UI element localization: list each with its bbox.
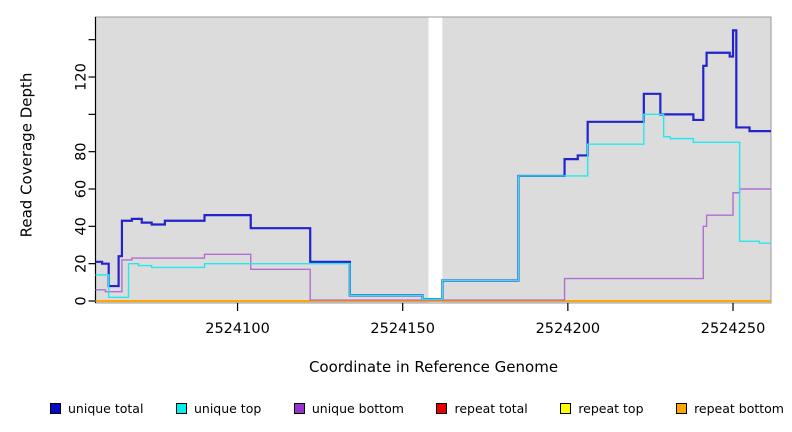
legend-item-repeat-top: repeat top xyxy=(560,401,644,416)
legend-label: unique top xyxy=(193,401,262,416)
y-tick-label: 20 xyxy=(74,254,90,272)
x-tick-label: 2524150 xyxy=(370,321,435,337)
x-tick-label: 2524100 xyxy=(205,321,270,337)
x-tick-label: 2524200 xyxy=(536,321,601,337)
coverage-gap-band xyxy=(428,17,443,303)
legend-item-unique-top: unique top xyxy=(175,401,262,416)
legend-label: unique total xyxy=(68,401,144,416)
legend-label: repeat bottom xyxy=(694,401,784,416)
legend-swatch-unique-bottom xyxy=(293,403,305,414)
legend: unique total unique top unique bottom repea… xyxy=(50,401,784,416)
y-tick-label: 60 xyxy=(74,180,90,198)
legend-item-unique-bottom: unique bottom xyxy=(293,401,404,416)
legend-item-repeat-bottom: repeat bottom xyxy=(676,401,784,416)
y-tick-label: 80 xyxy=(74,142,90,160)
legend-label: repeat top xyxy=(578,401,644,416)
legend-item-repeat-total: repeat total xyxy=(436,401,528,416)
legend-swatch-repeat-top xyxy=(560,403,572,414)
legend-swatch-unique-total xyxy=(50,403,61,414)
legend-item-unique-total: unique total xyxy=(50,401,143,416)
x-axis-title: Coordinate in Reference Genome xyxy=(308,358,559,376)
series-line-unique-bottom xyxy=(95,188,771,301)
legend-swatch-repeat-bottom xyxy=(676,403,688,414)
legend-swatch-repeat-total xyxy=(436,403,448,414)
series-line-unique-top xyxy=(95,113,771,300)
legend-label: unique bottom xyxy=(311,401,404,416)
legend-label: repeat total xyxy=(454,401,528,416)
y-tick-label: 0 xyxy=(74,296,90,305)
x-tick-label: 2524250 xyxy=(701,321,766,337)
legend-swatch-unique-top xyxy=(175,403,187,414)
y-tick-label: 120 xyxy=(74,63,90,91)
y-axis-title: Read Coverage Depth xyxy=(17,72,35,238)
y-tick-label: 40 xyxy=(74,217,90,235)
